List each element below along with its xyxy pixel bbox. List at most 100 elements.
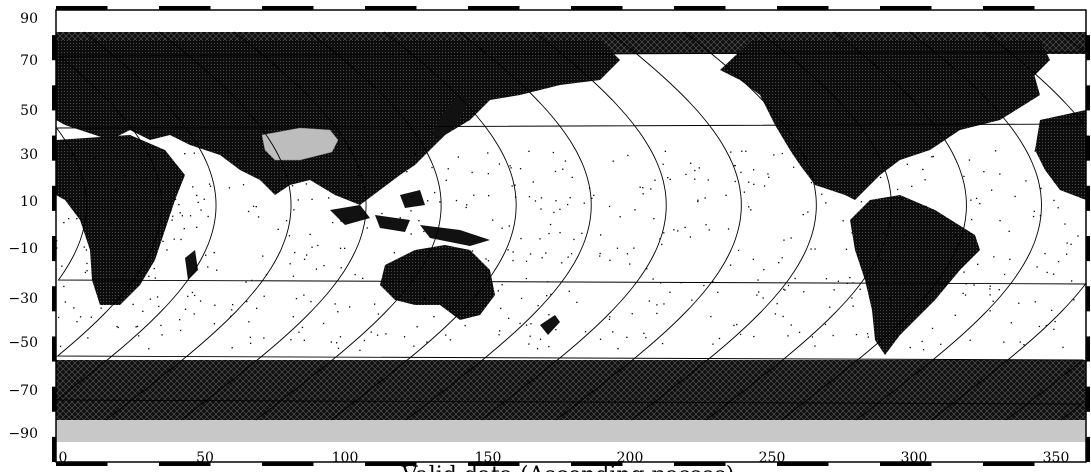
scatter-dot [852,282,854,284]
scatter-dot [153,267,155,270]
scatter-dot [617,348,619,350]
scatter-dot [619,216,621,218]
x-tick-label: 100 [332,450,359,466]
scatter-dot [584,331,587,333]
scatter-dot [289,263,291,265]
scatter-dot [359,349,361,351]
scatter-dot [734,180,736,183]
scatter-dot [971,218,973,221]
scatter-dot [492,219,494,221]
scatter-dot [445,179,447,181]
scatter-dot [232,304,234,306]
scatter-dot [662,163,664,165]
scatter-dot [920,208,923,210]
ground-track [105,31,292,421]
scatter-dot [837,280,839,282]
scatter-dot [216,269,218,271]
scatter-dot [528,150,530,152]
scatter-dot [1018,302,1020,304]
scatter-dot [1025,180,1027,182]
scatter-dot [1064,151,1066,153]
x-tick-label: 0 [59,450,68,466]
ground-track [856,31,1042,421]
scatter-dot [1071,280,1073,282]
scatter-dot [940,343,942,345]
scatter-dot [69,199,72,201]
scatter-dot [643,332,645,334]
ground-track [405,31,592,421]
scatter-dot [1066,253,1068,255]
scatter-dot [509,165,511,167]
scatter-dot [418,220,420,222]
scatter-dot [916,299,918,301]
scatter-dot [911,185,913,187]
scatter-dot [396,155,398,157]
frame-checker-block [159,6,211,10]
scatter-dot [74,186,76,188]
scatter-dot [145,178,147,180]
scatter-dot [860,201,863,203]
scatter-dot [783,288,785,290]
scatter-dot [143,182,145,184]
scatter-dot [694,169,696,172]
scatter-dot [488,195,490,197]
scatter-dot [733,165,735,167]
scatter-dot [798,331,801,333]
scatter-dot [906,298,909,300]
scatter-dot [126,243,128,245]
scatter-dot [173,238,175,240]
scatter-dot [875,297,878,299]
scatter-dot [673,229,675,231]
scatter-dot [161,334,163,336]
south-america-landmass [850,195,980,355]
scatter-dot [213,252,215,254]
scatter-dot [471,171,473,174]
scatter-dot [929,300,932,302]
frame-checker-block [983,462,1035,466]
scatter-dot [1034,301,1036,303]
scatter-dot [501,284,503,286]
scatter-dot [639,186,641,188]
scatter-dot [172,215,174,217]
scatter-dot [653,218,655,220]
scatter-dot [922,168,924,171]
scatter-dot [882,232,884,234]
scatter-dot [873,153,875,155]
scatter-dot [519,168,522,170]
x-tick-label: 350 [1043,450,1070,466]
scatter-dot [768,176,770,178]
scatter-dot [451,308,453,310]
scatter-dot [1073,299,1075,301]
scatter-dot [231,309,233,311]
scatter-dot [536,348,539,350]
scatter-dot [839,191,841,194]
scatter-dot [193,313,195,315]
scatter-dot [419,277,421,279]
scatter-dot [844,166,847,168]
scatter-dot [322,171,325,174]
scatter-dot [228,187,231,189]
frame-checker-block [880,462,932,466]
scatter-dot [924,179,926,181]
scatter-dot [530,323,532,325]
scatter-dot [949,232,951,235]
scatter-dot [600,234,602,236]
scatter-dot [1038,325,1040,328]
scatter-dot [58,316,60,319]
scatter-dot [829,306,831,308]
scatter-dot [263,295,265,297]
scatter-dot [879,259,881,261]
scatter-dot [814,248,816,250]
scatter-dot [529,253,532,255]
frame-checker-block [52,286,56,312]
scatter-dot [539,338,542,340]
scatter-dot [867,336,869,338]
frame-checker-block [262,462,314,466]
scatter-dot [576,301,578,303]
scatter-dot [922,349,925,351]
scatter-dot [537,305,539,307]
scatter-dot [548,314,550,316]
scatter-dot [859,288,861,290]
frame-checker-block [777,6,829,10]
scatter-dot [845,248,848,250]
